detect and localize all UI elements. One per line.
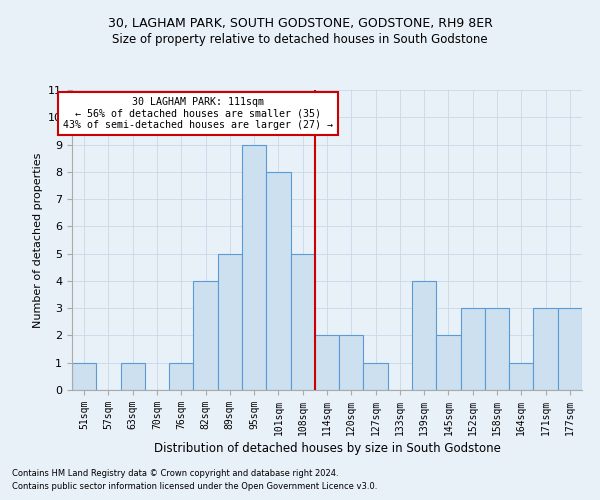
Bar bbox=[266, 172, 290, 390]
Text: 30, LAGHAM PARK, SOUTH GODSTONE, GODSTONE, RH9 8ER: 30, LAGHAM PARK, SOUTH GODSTONE, GODSTON… bbox=[107, 18, 493, 30]
X-axis label: Distribution of detached houses by size in South Godstone: Distribution of detached houses by size … bbox=[154, 442, 500, 455]
Bar bbox=[290, 254, 315, 390]
Bar bbox=[509, 362, 533, 390]
Bar bbox=[121, 362, 145, 390]
Text: Contains public sector information licensed under the Open Government Licence v3: Contains public sector information licen… bbox=[12, 482, 377, 491]
Bar bbox=[533, 308, 558, 390]
Bar bbox=[169, 362, 193, 390]
Bar bbox=[364, 362, 388, 390]
Bar bbox=[218, 254, 242, 390]
Text: 30 LAGHAM PARK: 111sqm
← 56% of detached houses are smaller (35)
43% of semi-det: 30 LAGHAM PARK: 111sqm ← 56% of detached… bbox=[63, 97, 333, 130]
Bar bbox=[436, 336, 461, 390]
Text: Contains HM Land Registry data © Crown copyright and database right 2024.: Contains HM Land Registry data © Crown c… bbox=[12, 468, 338, 477]
Bar bbox=[242, 144, 266, 390]
Text: Size of property relative to detached houses in South Godstone: Size of property relative to detached ho… bbox=[112, 32, 488, 46]
Bar bbox=[72, 362, 96, 390]
Bar bbox=[461, 308, 485, 390]
Bar bbox=[558, 308, 582, 390]
Bar bbox=[193, 281, 218, 390]
Y-axis label: Number of detached properties: Number of detached properties bbox=[33, 152, 43, 328]
Bar bbox=[315, 336, 339, 390]
Bar bbox=[485, 308, 509, 390]
Bar bbox=[412, 281, 436, 390]
Bar bbox=[339, 336, 364, 390]
